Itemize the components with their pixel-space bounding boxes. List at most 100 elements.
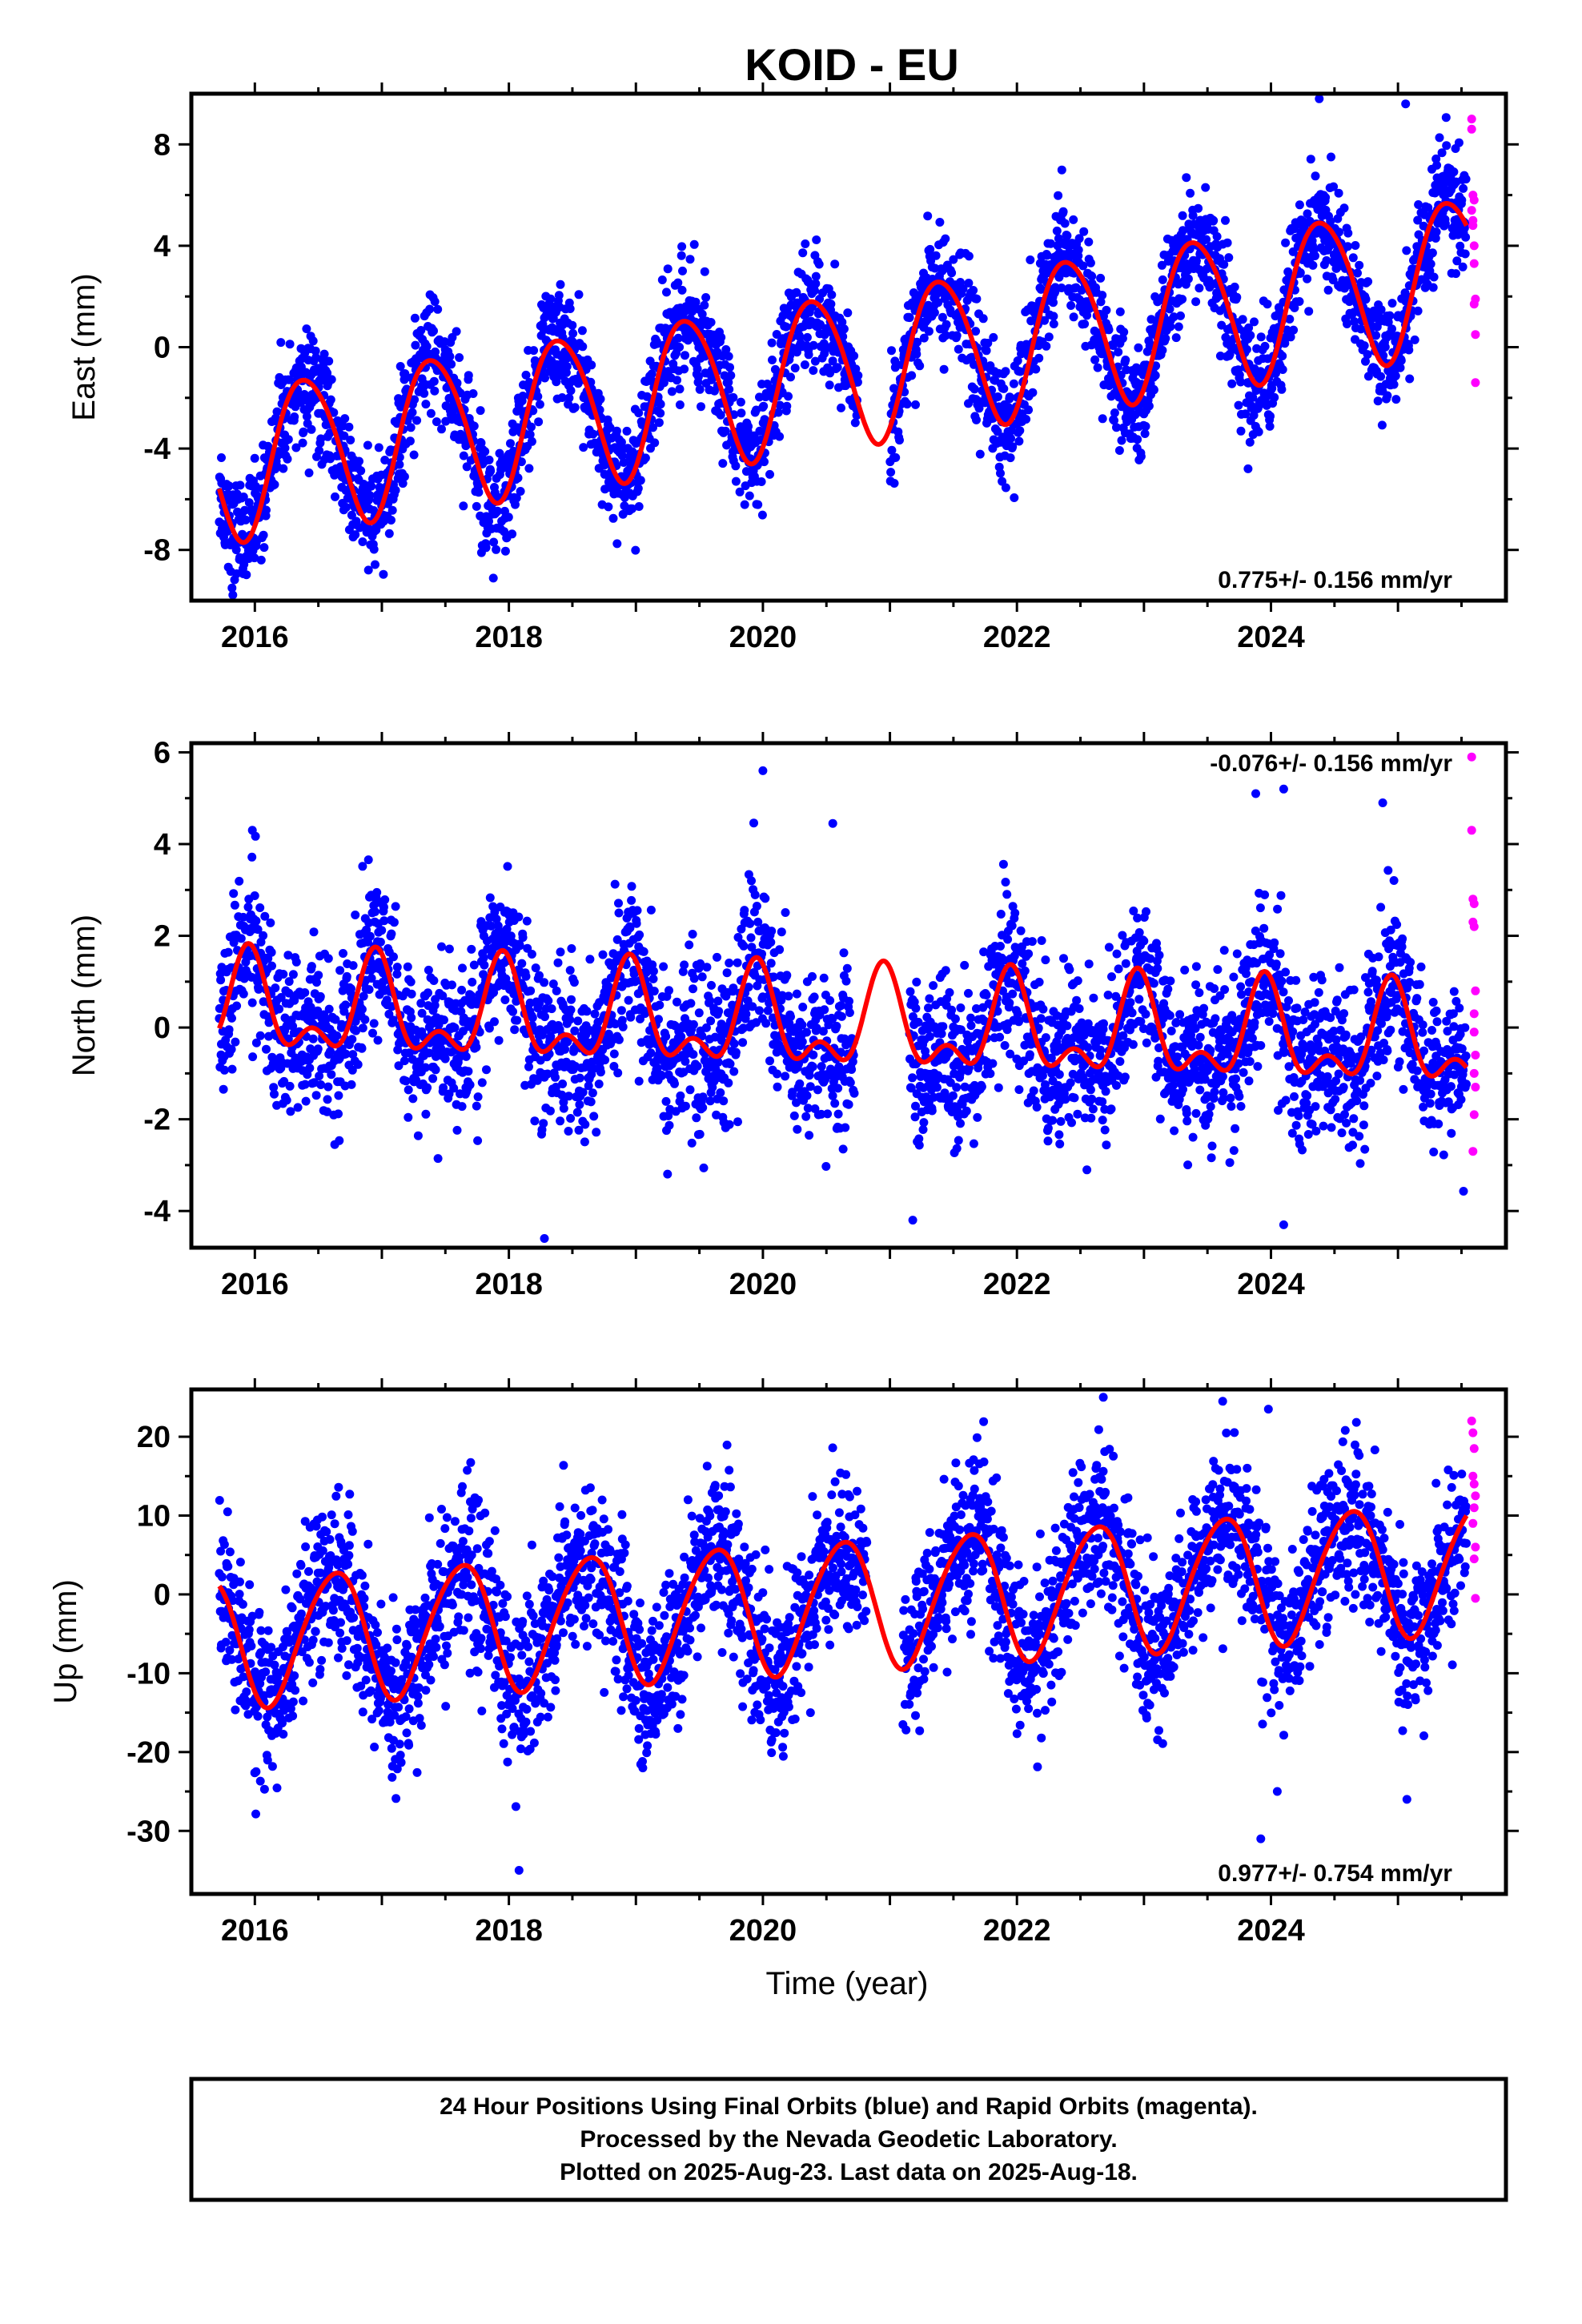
east-final-point xyxy=(1263,300,1272,309)
east-final-point xyxy=(755,392,764,402)
north-final-point xyxy=(689,1019,698,1029)
north-final-point xyxy=(765,1056,774,1066)
north-final-point xyxy=(227,1013,236,1023)
east-final-point xyxy=(1044,332,1054,342)
east-final-point xyxy=(978,314,988,324)
north-final-point xyxy=(503,862,512,871)
east-final-point xyxy=(716,410,725,420)
east-final-point xyxy=(1265,421,1275,431)
north-final-point xyxy=(773,1082,782,1092)
east-final-point xyxy=(1121,356,1130,364)
east-final-point xyxy=(339,431,349,440)
north-final-point xyxy=(681,1101,690,1111)
north-final-point xyxy=(624,995,633,1005)
east-final-point xyxy=(1304,307,1314,316)
north-final-point xyxy=(559,1104,568,1113)
east-final-point xyxy=(577,326,587,336)
east-final-point xyxy=(1323,285,1333,295)
east-final-point xyxy=(524,464,534,473)
east-final-point xyxy=(279,464,288,473)
east-final-point xyxy=(1194,203,1203,213)
north-final-point xyxy=(828,1091,837,1100)
east-final-point xyxy=(1158,275,1167,284)
north-final-point xyxy=(610,879,620,889)
north-final-point xyxy=(689,974,699,983)
east-final-point xyxy=(1098,414,1107,424)
north-final-point xyxy=(377,926,387,935)
north-final-point xyxy=(334,1109,343,1119)
north-final-point xyxy=(648,967,658,976)
north-final-point xyxy=(589,1112,599,1121)
east-final-point xyxy=(1459,183,1468,193)
east-final-point xyxy=(1458,262,1468,271)
east-final-point xyxy=(588,429,598,439)
north-final-point xyxy=(309,927,319,937)
east-final-point xyxy=(755,426,765,436)
east-final-point xyxy=(1093,363,1102,372)
north-final-point xyxy=(323,1082,333,1092)
east-final-point xyxy=(231,545,241,555)
north-final-point xyxy=(282,1096,291,1105)
east-final-point xyxy=(752,405,761,415)
north-final-point xyxy=(687,1138,697,1148)
north-final-point xyxy=(521,971,531,981)
east-final-point xyxy=(1457,195,1467,205)
east-rapid-point xyxy=(1467,124,1476,134)
north-final-point xyxy=(335,966,345,975)
east-final-point xyxy=(1174,322,1183,332)
east-final-point xyxy=(452,378,462,388)
east-final-point xyxy=(379,569,388,579)
north-final-point xyxy=(440,1015,448,1025)
north-final-point xyxy=(781,1072,790,1081)
north-final-point xyxy=(805,1131,814,1140)
east-final-point xyxy=(568,328,578,338)
north-final-point xyxy=(236,934,246,943)
east-final-point xyxy=(693,372,703,381)
north-final-point xyxy=(248,1052,258,1062)
north-final-point xyxy=(766,938,776,947)
north-final-point xyxy=(247,998,257,1007)
north-final-point xyxy=(305,1063,315,1073)
east-x-tick-label: 2016 xyxy=(221,621,289,654)
east-final-point xyxy=(387,505,397,515)
east-final-point xyxy=(331,492,339,501)
east-final-point xyxy=(408,408,417,417)
east-final-point xyxy=(681,351,689,360)
east-final-point xyxy=(1396,356,1406,365)
east-final-point xyxy=(1158,345,1167,355)
east-final-point xyxy=(1183,274,1193,283)
north-final-point xyxy=(632,919,641,928)
east-final-point xyxy=(633,484,643,493)
north-final-point xyxy=(267,947,276,957)
north-final-point xyxy=(564,1127,573,1136)
east-final-point xyxy=(1054,191,1063,200)
north-final-point xyxy=(490,1017,499,1027)
north-final-point xyxy=(905,987,915,996)
east-final-point xyxy=(492,506,502,516)
east-final-point xyxy=(272,407,282,416)
north-final-point xyxy=(793,1124,802,1134)
east-final-point xyxy=(516,457,526,467)
east-final-point xyxy=(1230,282,1239,292)
east-final-point xyxy=(1144,401,1154,411)
east-final-point xyxy=(369,545,379,554)
east-final-point xyxy=(677,251,686,260)
east-final-point xyxy=(534,417,544,427)
north-final-point xyxy=(839,948,849,958)
east-final-point xyxy=(227,583,237,593)
north-final-point xyxy=(285,1081,295,1091)
east-final-point xyxy=(316,434,326,444)
east-final-point xyxy=(1359,341,1369,351)
east-y-tick-label: -4 xyxy=(143,432,171,466)
east-x-tick-label: 2024 xyxy=(1237,621,1305,654)
east-final-point xyxy=(1355,260,1364,270)
east-final-point xyxy=(912,349,921,359)
east-final-point xyxy=(634,502,644,511)
north-final-point xyxy=(540,1012,549,1022)
north-final-point xyxy=(368,1028,377,1038)
north-final-point xyxy=(314,971,323,980)
north-final-point xyxy=(802,1027,811,1037)
east-final-point xyxy=(1405,374,1415,384)
east-final-point xyxy=(1049,320,1058,328)
east-x-tick-label: 2020 xyxy=(729,621,797,654)
